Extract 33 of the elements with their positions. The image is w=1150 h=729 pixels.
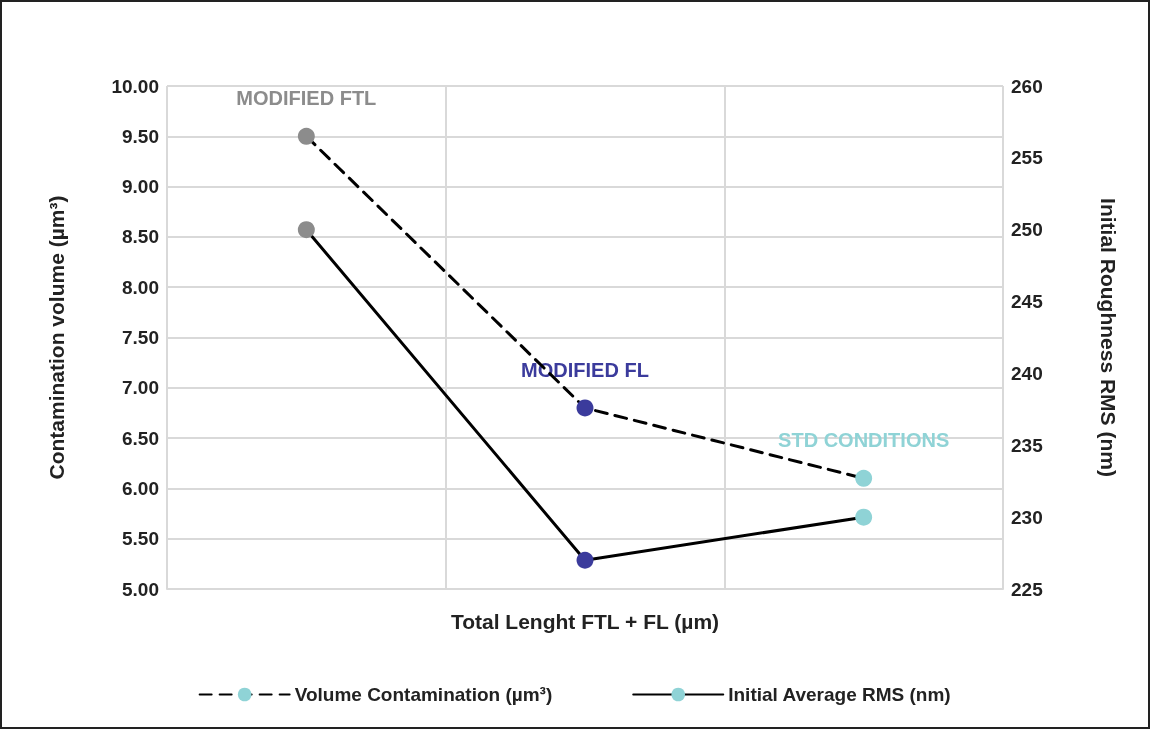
y2-tick-label: 255 — [1011, 147, 1044, 169]
y2-tick-label: 230 — [1011, 506, 1043, 528]
y-tick-label: 10.00 — [111, 75, 159, 97]
annotation: MODIFIED FL — [521, 358, 649, 381]
y2-tick-label: 245 — [1011, 291, 1044, 313]
point — [297, 221, 315, 239]
x-axis-title: Total Lenght FTL + FL (µm) — [450, 610, 720, 633]
annotation: STD CONDITIONS — [778, 429, 950, 452]
point — [855, 508, 873, 526]
y2-tick-label: 225 — [1011, 578, 1044, 600]
annotation: MODIFIED FTL — [236, 87, 377, 110]
y2-tick-label: 240 — [1011, 362, 1043, 384]
y-tick-label: 8.50 — [122, 226, 159, 248]
y-tick-label: 5.50 — [122, 528, 159, 550]
y2-tick-label: 250 — [1011, 219, 1043, 241]
point — [297, 127, 315, 145]
y-tick-label: 9.00 — [122, 176, 159, 198]
y2-tick-label: 235 — [1011, 434, 1044, 456]
legend-label: Volume Contamination (µm³) — [294, 684, 553, 705]
y-tick-label: 7.50 — [122, 327, 159, 348]
legend-label: Initial Average RMS (nm) — [728, 684, 951, 705]
y-tick-label: 5.00 — [122, 578, 159, 600]
point — [855, 469, 873, 487]
point — [576, 399, 594, 417]
point — [576, 551, 594, 569]
y-tick-label: 6.50 — [122, 427, 159, 449]
y-axis-title: Contamination volume (µm³) — [45, 195, 68, 480]
y-tick-label: 9.50 — [122, 125, 159, 147]
y-tick-label: 6.00 — [122, 477, 159, 499]
y2-tick-label: 260 — [1011, 75, 1043, 97]
y-tick-label: 8.00 — [122, 276, 159, 298]
y-tick-label: 7.00 — [122, 377, 159, 399]
y2-axis-title: Initial Roughness RMS (nm) — [1097, 198, 1120, 477]
